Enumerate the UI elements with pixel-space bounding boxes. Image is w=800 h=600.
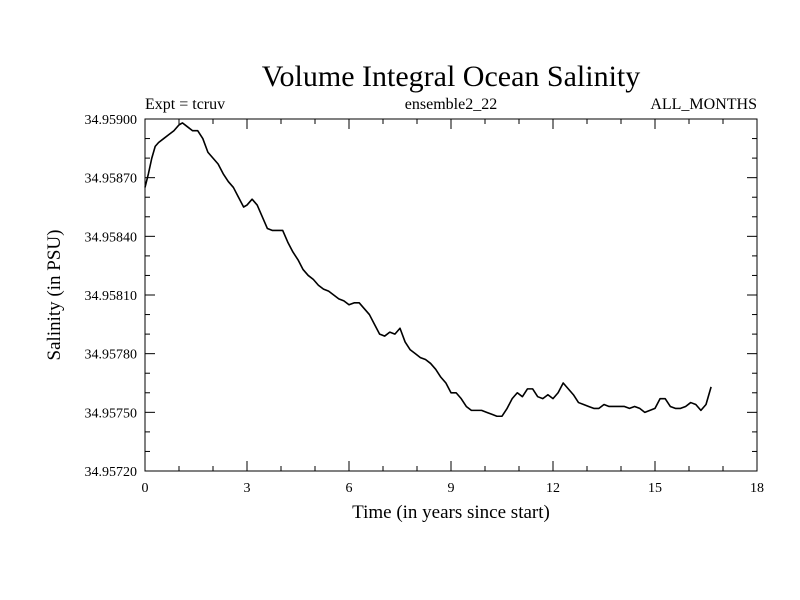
salinity-series-line	[144, 122, 712, 418]
y-tick-label: 34.95720	[85, 465, 138, 480]
x-tick-label: 0	[142, 481, 149, 496]
axis-ticks	[144, 118, 758, 472]
y-tick-label: 34.95780	[85, 348, 138, 363]
x-tick-label: 18	[750, 481, 764, 496]
y-tick-label: 34.95810	[85, 289, 138, 304]
x-tick-label: 15	[648, 481, 662, 496]
x-tick-label: 9	[448, 481, 455, 496]
subtitle-ensemble: ensemble2_22	[405, 96, 497, 113]
x-tick-label: 6	[346, 481, 353, 496]
y-tick-label: 34.95900	[85, 113, 138, 128]
y-axis-label: Salinity (in PSU)	[44, 230, 65, 361]
x-axis-label: Time (in years since start)	[352, 502, 550, 523]
subtitle-months: ALL_MONTHS	[650, 96, 757, 113]
subtitle-experiment: Expt = tcruv	[145, 96, 225, 113]
y-tick-label: 34.95840	[85, 230, 138, 245]
chart-title: Volume Integral Ocean Salinity	[262, 60, 641, 93]
y-tick-label: 34.95750	[85, 406, 138, 421]
x-tick-label: 3	[244, 481, 251, 496]
axis-tick-labels: 0 3 6 9 12 15 18 34.95720 34.95750 34.95780 34.958…	[85, 113, 765, 496]
plot-frame	[144, 118, 758, 472]
y-tick-label: 34.95870	[85, 172, 138, 187]
x-tick-label: 12	[546, 481, 560, 496]
